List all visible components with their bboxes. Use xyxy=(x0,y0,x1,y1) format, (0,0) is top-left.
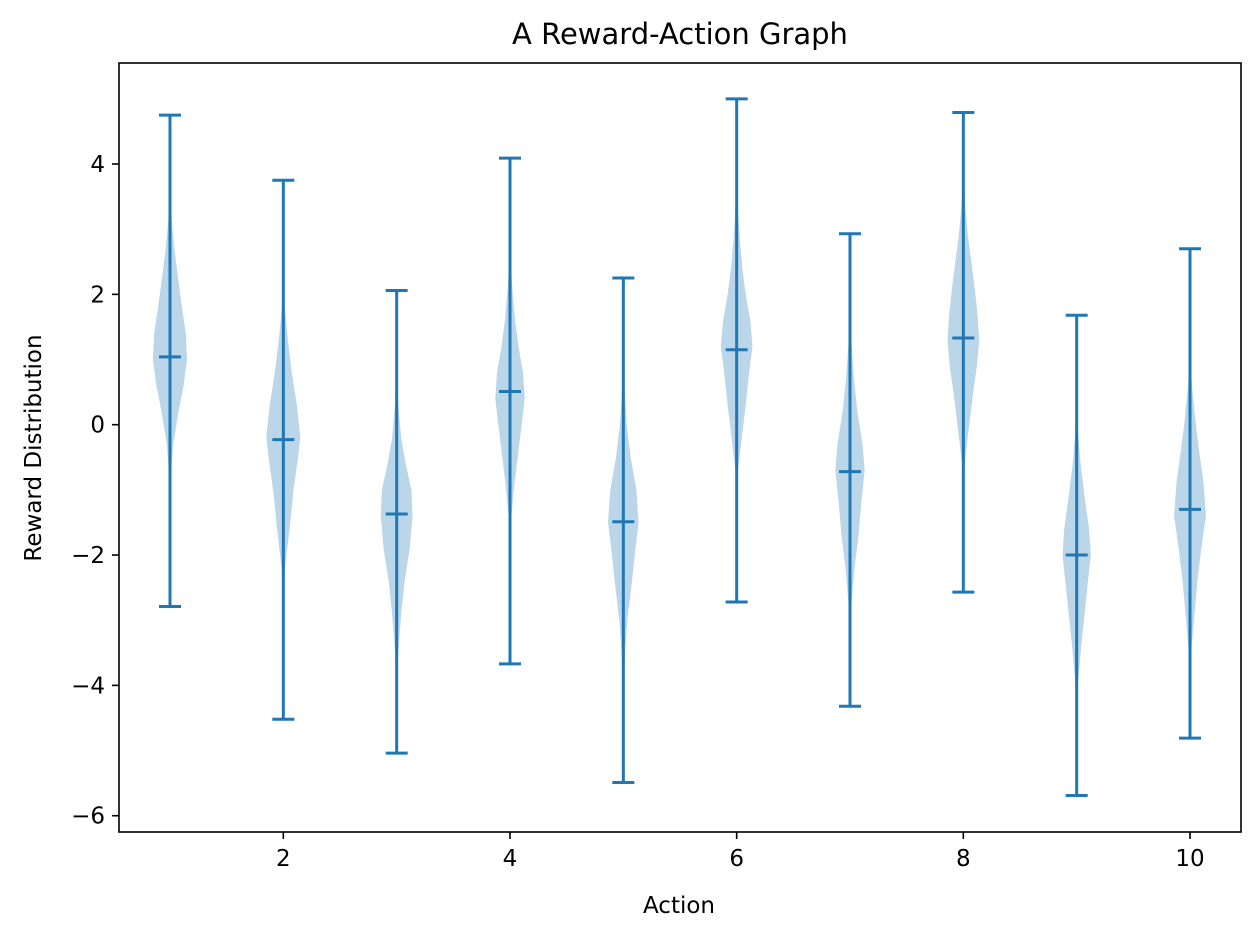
y-axis-label: Reward Distribution xyxy=(21,334,47,561)
plot-frame xyxy=(118,62,1242,833)
y-tick-label: 4 xyxy=(90,152,105,178)
x-tick-label: 6 xyxy=(729,846,744,872)
x-axis-label: Action xyxy=(643,893,715,919)
violin-9 xyxy=(1062,313,1091,798)
ticks-layer: 2 4 6 8 10 −6 −4 −2 0 2 4 xyxy=(71,152,1205,872)
y-tick-label: −2 xyxy=(71,543,105,569)
x-tick-label: 4 xyxy=(503,846,518,872)
violin-4 xyxy=(495,156,525,666)
y-tick-label: −6 xyxy=(71,804,105,830)
violin-3 xyxy=(380,288,413,755)
x-tick-label: 2 xyxy=(276,846,291,872)
y-tick-label: 0 xyxy=(90,413,105,439)
violin-1 xyxy=(153,113,187,609)
x-tick-label: 10 xyxy=(1175,846,1204,872)
x-tick-label: 8 xyxy=(956,846,971,872)
violin-7 xyxy=(835,232,865,708)
violin-8 xyxy=(947,111,980,594)
violin-10 xyxy=(1174,247,1206,740)
y-tick-label: −4 xyxy=(71,673,105,699)
violins-layer xyxy=(153,97,1206,798)
violin-5 xyxy=(608,276,639,784)
chart-title: A Reward-Action Graph xyxy=(512,17,848,51)
y-tick-label: 2 xyxy=(90,282,105,308)
violin-6 xyxy=(720,97,753,604)
violin-2 xyxy=(266,178,301,721)
